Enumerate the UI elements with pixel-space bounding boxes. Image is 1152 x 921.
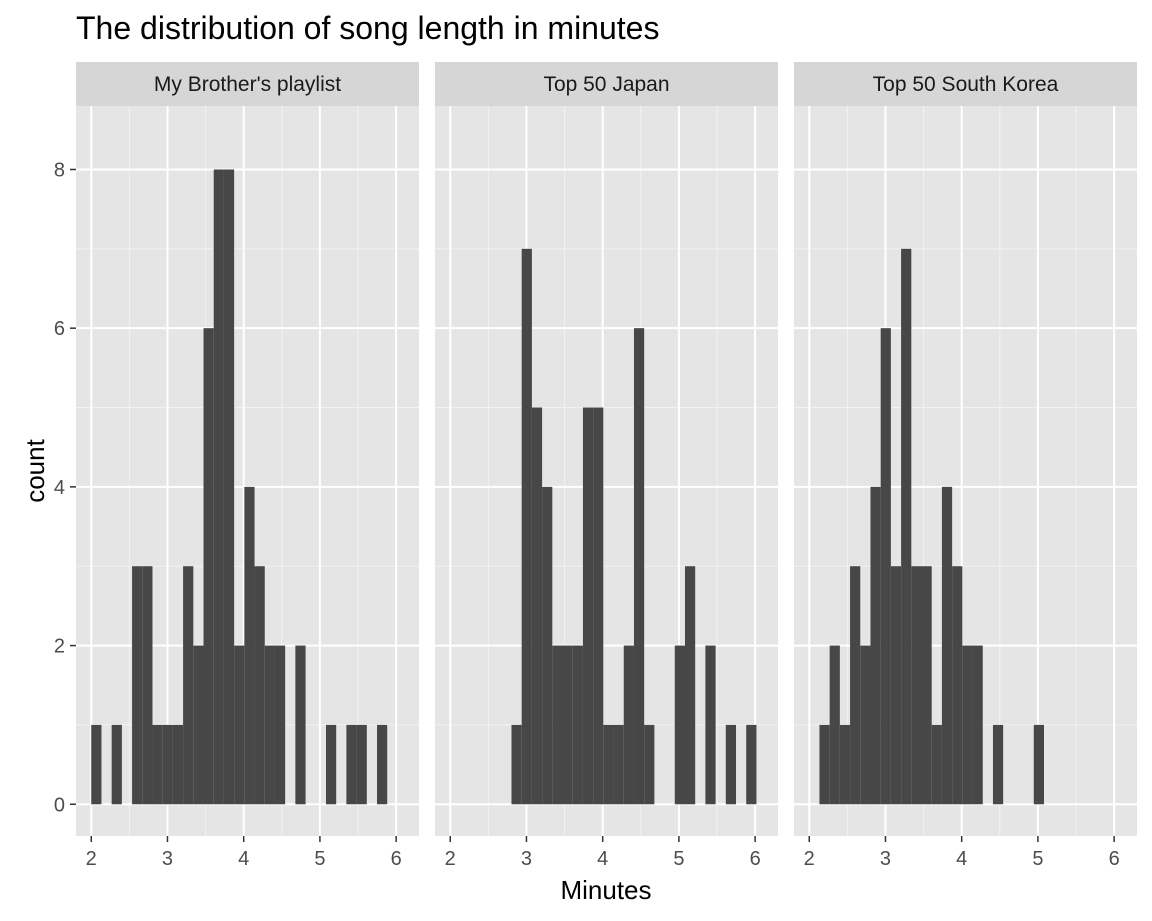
y-tick-label: 0	[54, 794, 65, 816]
facet-panels: My Brother's playlist 2 3 4 5 6 Top 50 Japan 2 3…	[76, 62, 1137, 870]
x-tick-label: 2	[804, 848, 815, 870]
histogram-bar	[325, 724, 337, 805]
histogram-bar	[511, 724, 522, 805]
x-tick-label: 4	[597, 848, 608, 870]
x-tick-label: 5	[314, 848, 325, 870]
facet-panel: My Brother's playlist 2 3 4 5 6	[76, 62, 419, 870]
facet-label: My Brother's playlist	[154, 73, 341, 96]
histogram-bar	[244, 486, 255, 805]
histogram-bar	[254, 566, 265, 805]
histogram-bar	[860, 645, 871, 805]
histogram-bar	[213, 169, 224, 805]
facet-strip	[76, 62, 419, 106]
histogram-bar	[931, 724, 942, 805]
x-tick-label: 6	[391, 848, 402, 870]
histogram-bar	[623, 645, 634, 805]
histogram-bar	[552, 645, 563, 805]
histogram-bar	[152, 724, 163, 805]
x-tick-label: 2	[445, 848, 456, 870]
x-tick-label: 2	[86, 848, 97, 870]
histogram-bar	[644, 724, 655, 805]
y-tick-label: 4	[54, 477, 65, 499]
histogram-bar	[593, 407, 604, 805]
facet-label: Top 50 South Korea	[873, 73, 1059, 96]
histogram-bar	[531, 407, 543, 805]
histogram-bar	[142, 566, 153, 805]
x-tick-label: 5	[1032, 848, 1043, 870]
histogram-bar	[132, 566, 143, 805]
histogram-bar	[962, 645, 973, 805]
histogram-bar	[274, 645, 286, 805]
x-tick-label: 4	[956, 848, 967, 870]
histogram-bar	[295, 645, 306, 805]
histogram-bar	[705, 645, 716, 805]
histogram-bar	[684, 566, 696, 805]
histogram-bar	[880, 328, 891, 805]
histogram-bar	[992, 724, 1004, 805]
histogram-bar	[264, 645, 275, 805]
histogram-bar	[234, 645, 245, 805]
histogram-bar	[819, 724, 830, 805]
histogram-bar	[346, 724, 357, 805]
histogram-bar	[562, 645, 573, 805]
histogram-bar	[633, 328, 645, 805]
histogram-bar	[1033, 724, 1044, 805]
histogram-bar	[193, 645, 204, 805]
histogram-bar	[952, 566, 963, 805]
y-tick-label: 2	[54, 636, 65, 658]
facet-label: Top 50 Japan	[543, 73, 669, 96]
histogram-bar	[839, 724, 851, 805]
histogram-bar	[674, 645, 685, 805]
histogram-bar	[829, 645, 840, 805]
histogram-bar	[901, 248, 912, 805]
facet-panel: Top 50 Japan 2 3 4 5 6	[435, 62, 778, 870]
histogram-bar	[582, 407, 594, 805]
histogram-bar	[542, 486, 553, 805]
x-tick-label: 6	[750, 848, 761, 870]
histogram-bar	[972, 645, 983, 805]
histogram-bar	[603, 724, 614, 805]
histogram-bar	[572, 645, 583, 805]
facet-strip	[435, 62, 778, 106]
histogram-bar	[111, 724, 122, 805]
x-tick-label: 3	[521, 848, 532, 870]
x-tick-label: 5	[673, 848, 684, 870]
y-tick-label: 8	[54, 159, 65, 181]
x-tick-label: 4	[238, 848, 249, 870]
histogram-bar	[725, 724, 737, 805]
y-tick-label: 6	[54, 318, 65, 340]
panel-background	[435, 106, 778, 836]
histogram-bar	[521, 248, 532, 805]
x-axis-title: Minutes	[560, 875, 651, 905]
histogram-bar	[890, 566, 902, 805]
histogram-bar	[172, 724, 184, 805]
chart-title: The distribution of song length in minut…	[76, 10, 659, 46]
facet-strip	[794, 62, 1137, 106]
histogram-bar	[850, 566, 861, 805]
histogram-bar	[911, 566, 922, 805]
histogram-bar	[203, 328, 214, 805]
histogram-bar	[183, 566, 194, 805]
histogram-bar	[921, 566, 932, 805]
y-axis-title: count	[20, 438, 50, 502]
histogram-bar	[870, 486, 881, 805]
histogram-bar	[377, 724, 388, 805]
x-tick-label: 6	[1109, 848, 1120, 870]
histogram-bar	[356, 724, 367, 805]
facet-panel: Top 50 South Korea 2 3 4 5 6	[794, 62, 1137, 870]
x-tick-label: 3	[880, 848, 891, 870]
x-tick-label: 3	[162, 848, 173, 870]
histogram-bar	[746, 724, 757, 805]
histogram-bar	[91, 724, 102, 805]
histogram-bar	[162, 724, 173, 805]
histogram-bar	[941, 486, 953, 805]
histogram-bar	[223, 169, 235, 805]
y-axis-ticks: 0 2 4 6 8	[54, 159, 76, 816]
histogram-bar	[613, 724, 624, 805]
